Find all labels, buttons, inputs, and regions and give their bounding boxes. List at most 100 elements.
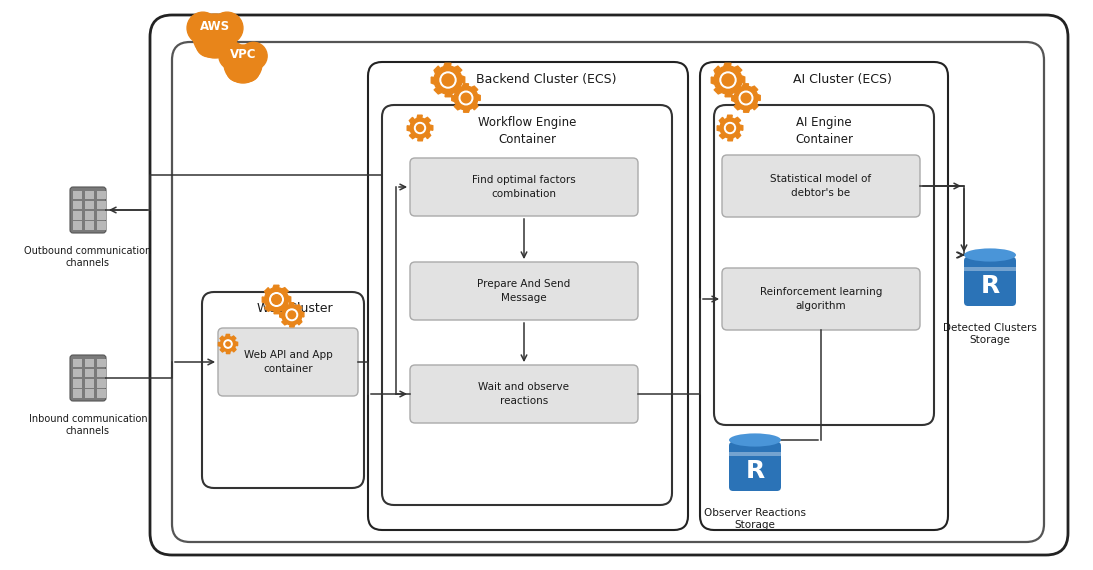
FancyBboxPatch shape	[218, 328, 359, 396]
FancyBboxPatch shape	[410, 365, 638, 423]
Circle shape	[416, 124, 423, 132]
Polygon shape	[262, 285, 291, 314]
FancyBboxPatch shape	[85, 221, 94, 230]
FancyBboxPatch shape	[97, 211, 106, 219]
Circle shape	[440, 72, 456, 88]
Circle shape	[739, 91, 753, 105]
FancyBboxPatch shape	[70, 187, 106, 233]
FancyBboxPatch shape	[97, 221, 106, 230]
FancyBboxPatch shape	[73, 221, 82, 230]
Circle shape	[414, 123, 425, 133]
Circle shape	[272, 295, 281, 304]
FancyBboxPatch shape	[172, 42, 1044, 542]
FancyBboxPatch shape	[73, 379, 82, 388]
FancyBboxPatch shape	[150, 15, 1068, 555]
Circle shape	[226, 342, 231, 346]
Circle shape	[193, 14, 237, 58]
Circle shape	[224, 45, 262, 83]
Text: Web API and App
container: Web API and App container	[244, 351, 332, 373]
Circle shape	[720, 72, 736, 88]
Text: Workflow Engine
Container: Workflow Engine Container	[478, 116, 576, 146]
FancyBboxPatch shape	[97, 359, 106, 367]
Circle shape	[209, 31, 234, 57]
FancyBboxPatch shape	[964, 257, 1016, 306]
FancyBboxPatch shape	[410, 262, 638, 320]
Circle shape	[442, 74, 454, 86]
FancyBboxPatch shape	[97, 369, 106, 377]
Text: Web Cluster: Web Cluster	[257, 302, 332, 315]
Text: Outbound communication
channels: Outbound communication channels	[24, 246, 152, 268]
FancyBboxPatch shape	[381, 105, 672, 505]
Polygon shape	[219, 335, 237, 353]
Circle shape	[211, 12, 243, 44]
FancyBboxPatch shape	[714, 105, 935, 425]
Circle shape	[224, 340, 232, 348]
Text: Prepare And Send
Message: Prepare And Send Message	[478, 279, 571, 303]
FancyBboxPatch shape	[722, 155, 920, 217]
Ellipse shape	[729, 433, 781, 447]
Polygon shape	[732, 84, 761, 112]
FancyBboxPatch shape	[73, 201, 82, 209]
Circle shape	[741, 93, 751, 103]
Text: R: R	[980, 274, 1000, 298]
Circle shape	[289, 311, 295, 319]
FancyBboxPatch shape	[85, 369, 94, 377]
Circle shape	[727, 124, 733, 132]
Circle shape	[219, 42, 246, 70]
Text: Observer Reactions
Storage: Observer Reactions Storage	[704, 508, 806, 531]
Polygon shape	[432, 63, 465, 97]
Ellipse shape	[964, 249, 1016, 262]
FancyBboxPatch shape	[85, 201, 94, 209]
FancyBboxPatch shape	[97, 191, 106, 200]
Text: Backend Cluster (ECS): Backend Cluster (ECS)	[475, 72, 616, 86]
Text: Reinforcement learning
algorithm: Reinforcement learning algorithm	[760, 287, 882, 311]
Polygon shape	[451, 84, 480, 112]
Text: Wait and observe
reactions: Wait and observe reactions	[479, 382, 569, 406]
FancyBboxPatch shape	[202, 292, 364, 488]
Circle shape	[187, 12, 219, 44]
FancyBboxPatch shape	[700, 62, 948, 530]
Circle shape	[239, 42, 267, 70]
FancyBboxPatch shape	[70, 355, 106, 401]
FancyBboxPatch shape	[85, 359, 94, 367]
FancyBboxPatch shape	[73, 359, 82, 367]
Circle shape	[286, 309, 297, 320]
Polygon shape	[408, 115, 433, 141]
Text: AI Cluster (ECS): AI Cluster (ECS)	[792, 72, 892, 86]
Text: AI Engine
Container: AI Engine Container	[795, 116, 853, 146]
Circle shape	[270, 293, 283, 306]
Text: AWS: AWS	[200, 21, 230, 34]
Polygon shape	[712, 63, 744, 97]
FancyBboxPatch shape	[729, 442, 781, 491]
FancyBboxPatch shape	[85, 379, 94, 388]
FancyBboxPatch shape	[85, 389, 94, 398]
FancyBboxPatch shape	[73, 211, 82, 219]
Text: Inbound communication
channels: Inbound communication channels	[28, 414, 148, 437]
Text: Statistical model of
debtor's be: Statistical model of debtor's be	[771, 174, 871, 198]
FancyBboxPatch shape	[73, 369, 82, 377]
Polygon shape	[717, 115, 743, 141]
Circle shape	[237, 59, 259, 82]
Circle shape	[461, 93, 471, 103]
FancyBboxPatch shape	[729, 452, 781, 456]
Text: Find optimal factors
combination: Find optimal factors combination	[472, 176, 576, 198]
FancyBboxPatch shape	[97, 201, 106, 209]
Text: VPC: VPC	[230, 48, 256, 62]
Circle shape	[722, 74, 734, 86]
FancyBboxPatch shape	[964, 267, 1016, 271]
Polygon shape	[280, 303, 304, 327]
FancyBboxPatch shape	[722, 268, 920, 330]
FancyBboxPatch shape	[85, 211, 94, 219]
Text: Detected Clusters
Storage: Detected Clusters Storage	[943, 323, 1037, 345]
Circle shape	[226, 59, 249, 82]
Circle shape	[725, 123, 736, 133]
Circle shape	[196, 31, 222, 57]
FancyBboxPatch shape	[73, 389, 82, 398]
FancyBboxPatch shape	[410, 158, 638, 216]
FancyBboxPatch shape	[85, 191, 94, 200]
FancyBboxPatch shape	[97, 379, 106, 388]
FancyBboxPatch shape	[73, 191, 82, 200]
Circle shape	[459, 91, 473, 105]
Text: R: R	[745, 459, 765, 483]
FancyBboxPatch shape	[97, 389, 106, 398]
